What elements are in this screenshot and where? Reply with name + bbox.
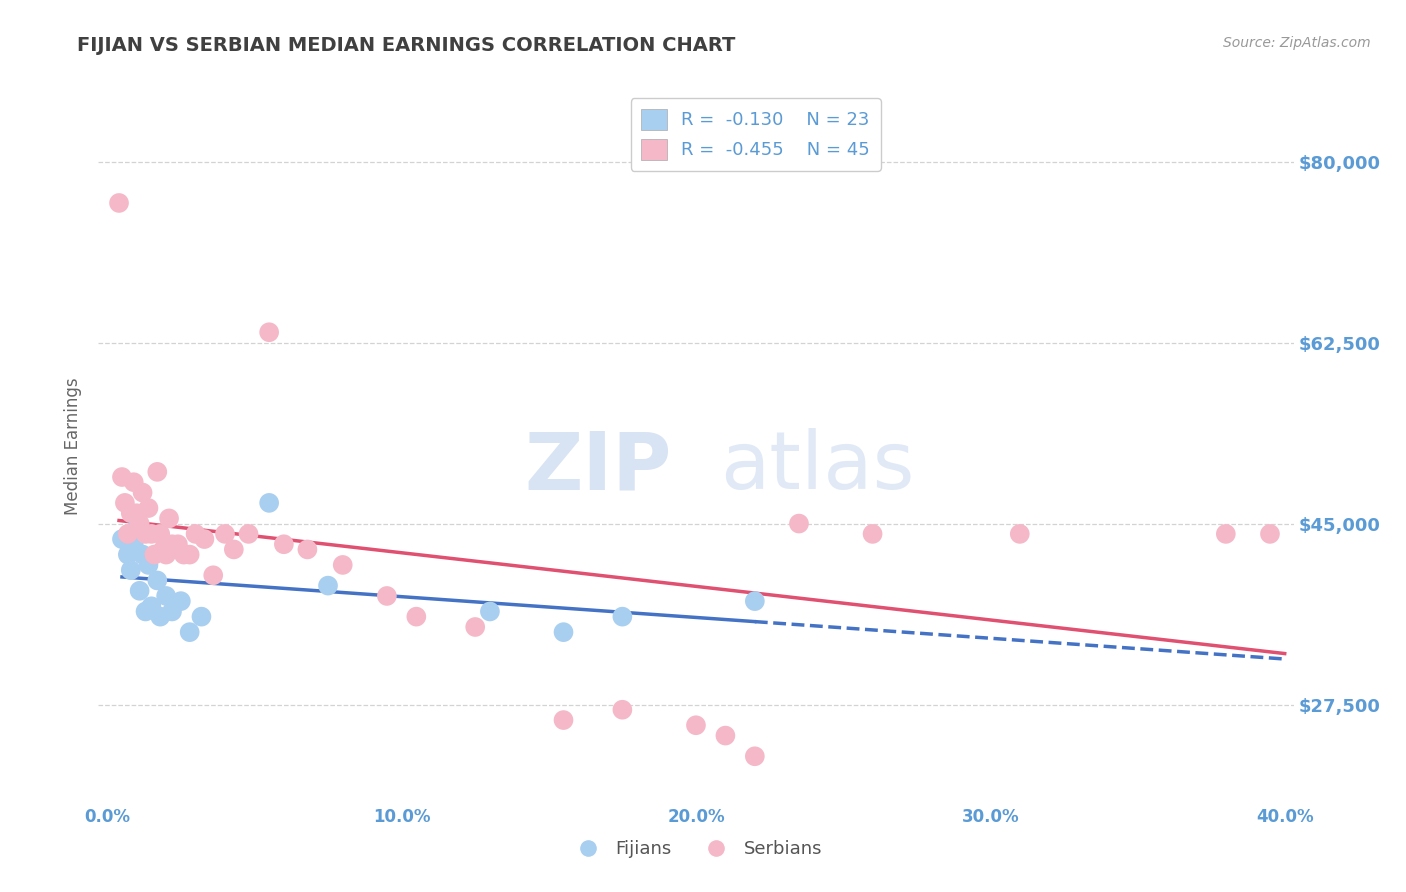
Point	[257, 496, 280, 510]
Point	[862, 527, 884, 541]
Point	[155, 589, 177, 603]
Legend: Fijians, Serbians: Fijians, Serbians	[562, 833, 830, 865]
Point	[167, 537, 190, 551]
Point	[179, 548, 201, 562]
Point	[149, 527, 172, 541]
Point	[173, 548, 195, 562]
Point	[146, 574, 169, 588]
Point	[553, 625, 575, 640]
Point	[1215, 527, 1237, 541]
Point	[117, 527, 139, 541]
Point	[160, 605, 183, 619]
Point	[273, 537, 295, 551]
Point	[134, 605, 156, 619]
Point	[553, 713, 575, 727]
Point	[120, 506, 142, 520]
Point	[405, 609, 427, 624]
Point	[202, 568, 225, 582]
Point	[375, 589, 398, 603]
Point	[157, 511, 180, 525]
Point	[122, 475, 145, 490]
Point	[131, 548, 153, 562]
Point	[316, 579, 339, 593]
Point	[1258, 527, 1281, 541]
Point	[179, 625, 201, 640]
Point	[146, 465, 169, 479]
Y-axis label: Median Earnings: Median Earnings	[65, 377, 83, 515]
Point	[117, 548, 139, 562]
Point	[108, 196, 131, 211]
Point	[111, 532, 134, 546]
Text: FIJIAN VS SERBIAN MEDIAN EARNINGS CORRELATION CHART: FIJIAN VS SERBIAN MEDIAN EARNINGS CORREL…	[77, 36, 735, 54]
Point	[111, 470, 134, 484]
Point	[744, 749, 766, 764]
Point	[141, 527, 163, 541]
Point	[152, 542, 174, 557]
Point	[184, 527, 207, 541]
Point	[128, 583, 150, 598]
Point	[120, 563, 142, 577]
Point	[744, 594, 766, 608]
Point	[122, 537, 145, 551]
Point	[612, 703, 634, 717]
Point	[125, 506, 148, 520]
Point	[143, 548, 166, 562]
Point	[257, 325, 280, 339]
Point	[193, 532, 215, 546]
Point	[128, 516, 150, 531]
Point	[685, 718, 707, 732]
Point	[125, 522, 148, 536]
Point	[478, 605, 501, 619]
Point	[222, 542, 245, 557]
Point	[134, 527, 156, 541]
Point	[138, 501, 160, 516]
Text: atlas: atlas	[720, 428, 914, 507]
Point	[190, 609, 212, 624]
Point	[714, 729, 737, 743]
Point	[131, 485, 153, 500]
Point	[138, 558, 160, 572]
Point	[297, 542, 319, 557]
Point	[332, 558, 354, 572]
Point	[160, 537, 183, 551]
Point	[155, 548, 177, 562]
Point	[464, 620, 486, 634]
Point	[141, 599, 163, 614]
Point	[170, 594, 193, 608]
Point	[114, 496, 136, 510]
Point	[214, 527, 236, 541]
Text: Source: ZipAtlas.com: Source: ZipAtlas.com	[1223, 36, 1371, 50]
Point	[149, 609, 172, 624]
Point	[238, 527, 260, 541]
Point	[612, 609, 634, 624]
Point	[1008, 527, 1031, 541]
Point	[787, 516, 810, 531]
Text: ZIP: ZIP	[524, 428, 672, 507]
